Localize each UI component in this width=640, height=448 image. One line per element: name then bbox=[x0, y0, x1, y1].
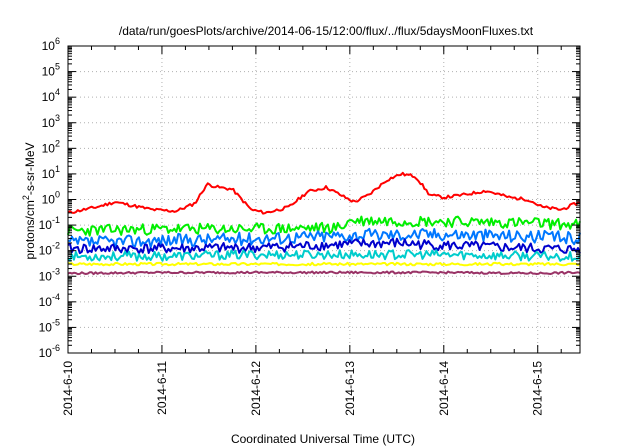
series-line-5 bbox=[67, 249, 581, 262]
series-group bbox=[67, 171, 581, 276]
y-tick-label: 10-6 bbox=[39, 343, 60, 360]
y-tick-label: 10-4 bbox=[39, 292, 60, 309]
x-tick-label: 2014-6-13 bbox=[343, 361, 357, 416]
grid bbox=[67, 45, 580, 354]
y-tick-label: 104 bbox=[42, 87, 60, 104]
y-tick-label: 10-2 bbox=[39, 241, 60, 258]
ticks bbox=[67, 45, 580, 354]
chart-title: /data/run/goesPlots/archive/2014-06-15/1… bbox=[119, 24, 534, 38]
y-tick-label: 101 bbox=[42, 164, 60, 181]
y-tick-label: 10-3 bbox=[39, 266, 60, 283]
y-tick-label: 102 bbox=[42, 138, 60, 155]
series-line-2 bbox=[67, 215, 581, 237]
x-tick-labels: 2014-6-10 2014-6-11 2014-6-12 2014-6-13 2014… bbox=[61, 361, 545, 416]
y-tick-label: 10-1 bbox=[39, 215, 60, 232]
x-tick-label: 2014-6-12 bbox=[249, 361, 263, 416]
series-line-7 bbox=[67, 270, 581, 276]
series-line-6 bbox=[67, 261, 581, 267]
y-tick-label: 106 bbox=[42, 36, 60, 53]
series-line-4 bbox=[67, 237, 581, 255]
y-tick-label: 103 bbox=[42, 113, 60, 130]
y-tick-label: 105 bbox=[42, 62, 60, 79]
y-tick-labels: 106 105 104 103 102 101 100 10-1 10-2 10-3 10-4 10-… bbox=[39, 36, 60, 360]
y-axis-label: protons/cm2-s-sr-MeV bbox=[21, 142, 37, 259]
y-tick-label: 100 bbox=[42, 190, 60, 207]
y-tick-label: 10-5 bbox=[39, 317, 60, 334]
x-tick-label: 2014-6-14 bbox=[437, 361, 451, 416]
series-line-1 bbox=[67, 171, 581, 215]
x-axis-label: Coordinated Universal Time (UTC) bbox=[231, 432, 415, 446]
x-tick-label: 2014-6-15 bbox=[531, 361, 545, 416]
x-tick-label: 2014-6-11 bbox=[155, 361, 169, 415]
x-tick-label: 2014-6-10 bbox=[61, 361, 75, 416]
series-line-3 bbox=[67, 227, 581, 249]
